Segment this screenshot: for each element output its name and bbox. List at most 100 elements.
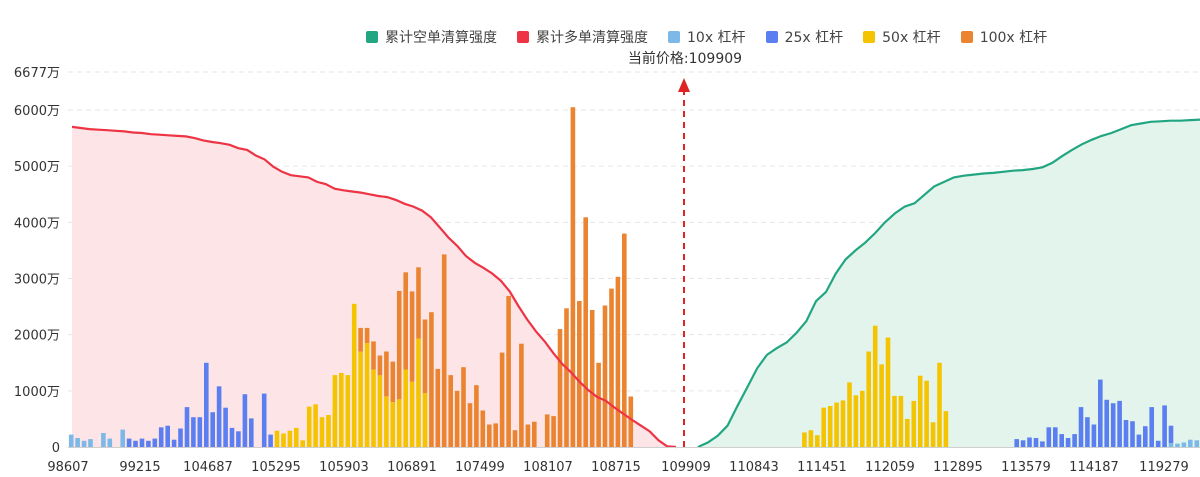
bar-100x xyxy=(487,424,492,447)
legend-item-cumulative-short[interactable]: 累计空单清算强度 xyxy=(366,27,497,47)
bar-25x xyxy=(1040,441,1045,447)
bar-25x xyxy=(1136,434,1142,447)
bar-100x xyxy=(609,288,614,447)
legend-swatch-cumulative-short xyxy=(366,31,378,43)
legend-swatch-25x xyxy=(765,31,778,43)
legend-item-100x[interactable]: 100x 杠杆 xyxy=(960,27,1048,47)
bar-50x xyxy=(834,402,839,447)
bar-25x xyxy=(1149,407,1154,447)
y-tick-label: 1000万 xyxy=(14,385,60,400)
bar-100x xyxy=(358,327,363,352)
bar-50x xyxy=(396,399,402,447)
bar-100x xyxy=(441,254,447,447)
y-tick-label: 6677万 xyxy=(14,66,60,81)
legend-item-25x[interactable]: 25x 杠杆 xyxy=(765,27,843,47)
bar-100x xyxy=(564,308,569,447)
x-tick-label: 112895 xyxy=(933,460,983,475)
bar-50x xyxy=(853,395,859,447)
bar-100x xyxy=(622,233,627,447)
bar-100x xyxy=(461,367,466,447)
bar-100x xyxy=(467,403,473,447)
bar-50x xyxy=(924,380,929,447)
bar-100x xyxy=(544,414,550,447)
current-price-arrow-icon xyxy=(678,78,690,92)
bar-50x xyxy=(371,369,376,447)
cumulative-short-line xyxy=(697,118,1200,448)
bar-50x xyxy=(943,411,949,447)
x-tick-label: 108107 xyxy=(523,460,573,475)
legend-label-cumulative-long: 累计多单清算强度 xyxy=(536,30,648,46)
bar-50x xyxy=(866,351,871,447)
bar-25x xyxy=(184,407,190,447)
bar-25x xyxy=(1027,437,1032,447)
bar-50x xyxy=(351,303,357,447)
bar-25x xyxy=(1117,400,1122,447)
bar-50x xyxy=(377,375,383,447)
bar-50x xyxy=(287,430,293,447)
bar-25x xyxy=(1104,399,1109,447)
bar-100x xyxy=(557,329,563,447)
bar-25x xyxy=(204,362,209,447)
bar-50x xyxy=(905,418,910,447)
legend-label-10x: 10x 杠杆 xyxy=(687,30,746,46)
bar-100x xyxy=(628,396,634,447)
bar-100x xyxy=(615,276,621,447)
legend-swatch-10x xyxy=(668,31,680,43)
bar-10x xyxy=(120,429,125,447)
bar-25x xyxy=(133,440,138,447)
bar-50x xyxy=(390,402,396,447)
bar-25x xyxy=(1130,421,1135,447)
legend-item-10x[interactable]: 10x 杠杆 xyxy=(668,27,746,47)
bar-25x xyxy=(191,417,196,447)
bar-100x xyxy=(416,267,421,339)
cumulative-long-line xyxy=(71,125,677,449)
bar-25x xyxy=(1046,427,1052,447)
bar-100x xyxy=(589,310,595,447)
bar-25x xyxy=(1072,434,1077,447)
bar-25x xyxy=(1098,379,1103,447)
bar-25x xyxy=(242,394,248,447)
bar-10x xyxy=(1194,440,1200,447)
bar-50x xyxy=(306,406,312,447)
bar-25x xyxy=(126,438,132,447)
bar-100x xyxy=(474,385,479,447)
x-tick-label: 114187 xyxy=(1069,460,1119,475)
bar-25x xyxy=(178,428,183,447)
legend-swatch-50x xyxy=(863,31,876,43)
y-tick-label: 2000万 xyxy=(14,329,60,344)
legend-swatch-100x xyxy=(960,31,973,43)
bar-100x xyxy=(377,355,383,376)
cumulative-short-area xyxy=(698,119,1200,447)
legend-item-cumulative-long[interactable]: 累计多单清算强度 xyxy=(517,27,648,47)
y-tick-label: 3000万 xyxy=(14,273,60,288)
bar-25x xyxy=(1091,424,1097,447)
bar-50x xyxy=(422,393,428,447)
bar-25x xyxy=(1110,403,1116,447)
bar-50x xyxy=(358,351,363,447)
x-tick-label: 111451 xyxy=(797,460,847,475)
bar-50x xyxy=(885,337,891,447)
bar-25x xyxy=(1123,420,1129,447)
legend-label-100x: 100x 杠杆 xyxy=(979,30,1048,46)
legend-label-50x: 50x 杠杆 xyxy=(882,30,941,46)
bar-50x xyxy=(416,338,421,447)
bar-25x xyxy=(146,440,151,447)
bar-25x xyxy=(1065,438,1071,447)
x-tick-label: 105295 xyxy=(251,460,301,475)
x-tick-label: 99215 xyxy=(119,460,160,475)
bar-25x xyxy=(223,407,228,447)
bar-10x xyxy=(81,440,87,447)
bar-25x xyxy=(1020,440,1026,447)
bar-10x xyxy=(1181,442,1187,447)
bar-25x xyxy=(152,438,158,447)
bar-50x xyxy=(872,325,878,447)
bar-50x xyxy=(821,407,826,447)
bar-50x xyxy=(274,430,280,447)
bar-50x xyxy=(827,406,833,447)
bar-50x xyxy=(384,396,389,447)
bar-50x xyxy=(840,400,846,447)
bar-25x xyxy=(229,427,235,447)
legend-item-50x[interactable]: 50x 杠杆 xyxy=(863,27,941,47)
bar-10x xyxy=(1168,443,1174,447)
